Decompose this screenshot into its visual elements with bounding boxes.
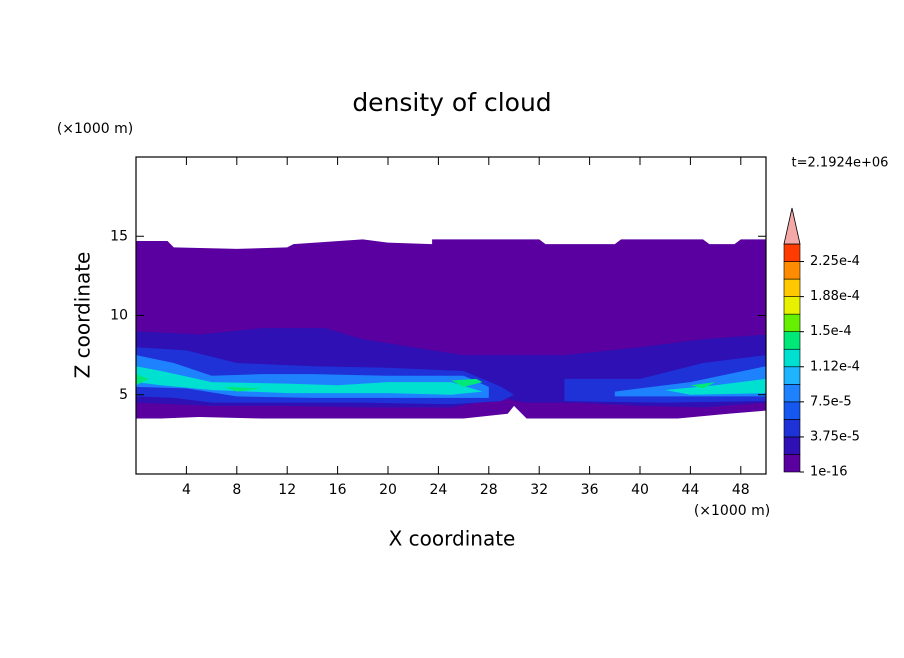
x-tick-label: 4 [182, 482, 191, 498]
contour-region [224, 386, 262, 392]
x-unit: (×1000 m) [694, 503, 770, 519]
colorbar-box [783, 243, 801, 262]
contour-region [136, 374, 149, 386]
x-tick-label: 20 [379, 482, 397, 498]
time-annotation: t=2.1924e+06 [792, 156, 889, 171]
colorbar-label: 3.75e-5 [810, 429, 860, 444]
x-tick-label: 32 [530, 482, 548, 498]
contour-region [690, 382, 716, 389]
x-tick-label: 28 [480, 482, 498, 498]
colorbar-label: 1.88e-4 [810, 289, 860, 304]
y-unit: (×1000 m) [57, 121, 133, 137]
colorbar-label: 1e-16 [810, 465, 848, 480]
colorbar-box [783, 348, 801, 368]
x-tick-label: 36 [581, 482, 599, 498]
colorbar-box [783, 313, 801, 332]
x-tick-label: 48 [732, 482, 750, 498]
y-tick-label: 15 [110, 228, 128, 244]
colorbar-box [783, 331, 801, 350]
x-tick-label: 24 [429, 482, 447, 498]
contour-region [665, 378, 766, 395]
colorbar-box [783, 454, 801, 473]
x-tick-label: 44 [681, 482, 699, 498]
contour-region [136, 366, 483, 395]
x-tick-label: 8 [232, 482, 241, 498]
colorbar-box [783, 419, 801, 438]
y-axis-label: Z coordinate [71, 252, 95, 379]
chart-title: density of cloud [352, 88, 551, 117]
y-tick-label: 5 [119, 387, 128, 403]
colorbar-label: 1.5e-4 [810, 324, 852, 339]
y-tick-label: 10 [110, 308, 128, 324]
contour-region [451, 378, 483, 387]
x-tick-label: 12 [278, 482, 296, 498]
colorbar-box [783, 366, 801, 385]
colorbar-extend [783, 207, 801, 245]
colorbar-box [783, 278, 801, 297]
colorbar-box [783, 261, 801, 280]
colorbar-label: 7.5e-5 [810, 394, 852, 409]
colorbar-box [783, 384, 801, 403]
colorbar-label: 2.25e-4 [810, 254, 860, 269]
colorbar-label: 1.12e-4 [810, 359, 860, 374]
colorbar-box [783, 401, 801, 420]
colorbar-box [783, 436, 801, 455]
x-tick-label: 16 [329, 482, 347, 498]
x-tick-label: 40 [631, 482, 649, 498]
colorbar-box [783, 296, 801, 315]
x-axis-label: X coordinate [389, 527, 516, 551]
